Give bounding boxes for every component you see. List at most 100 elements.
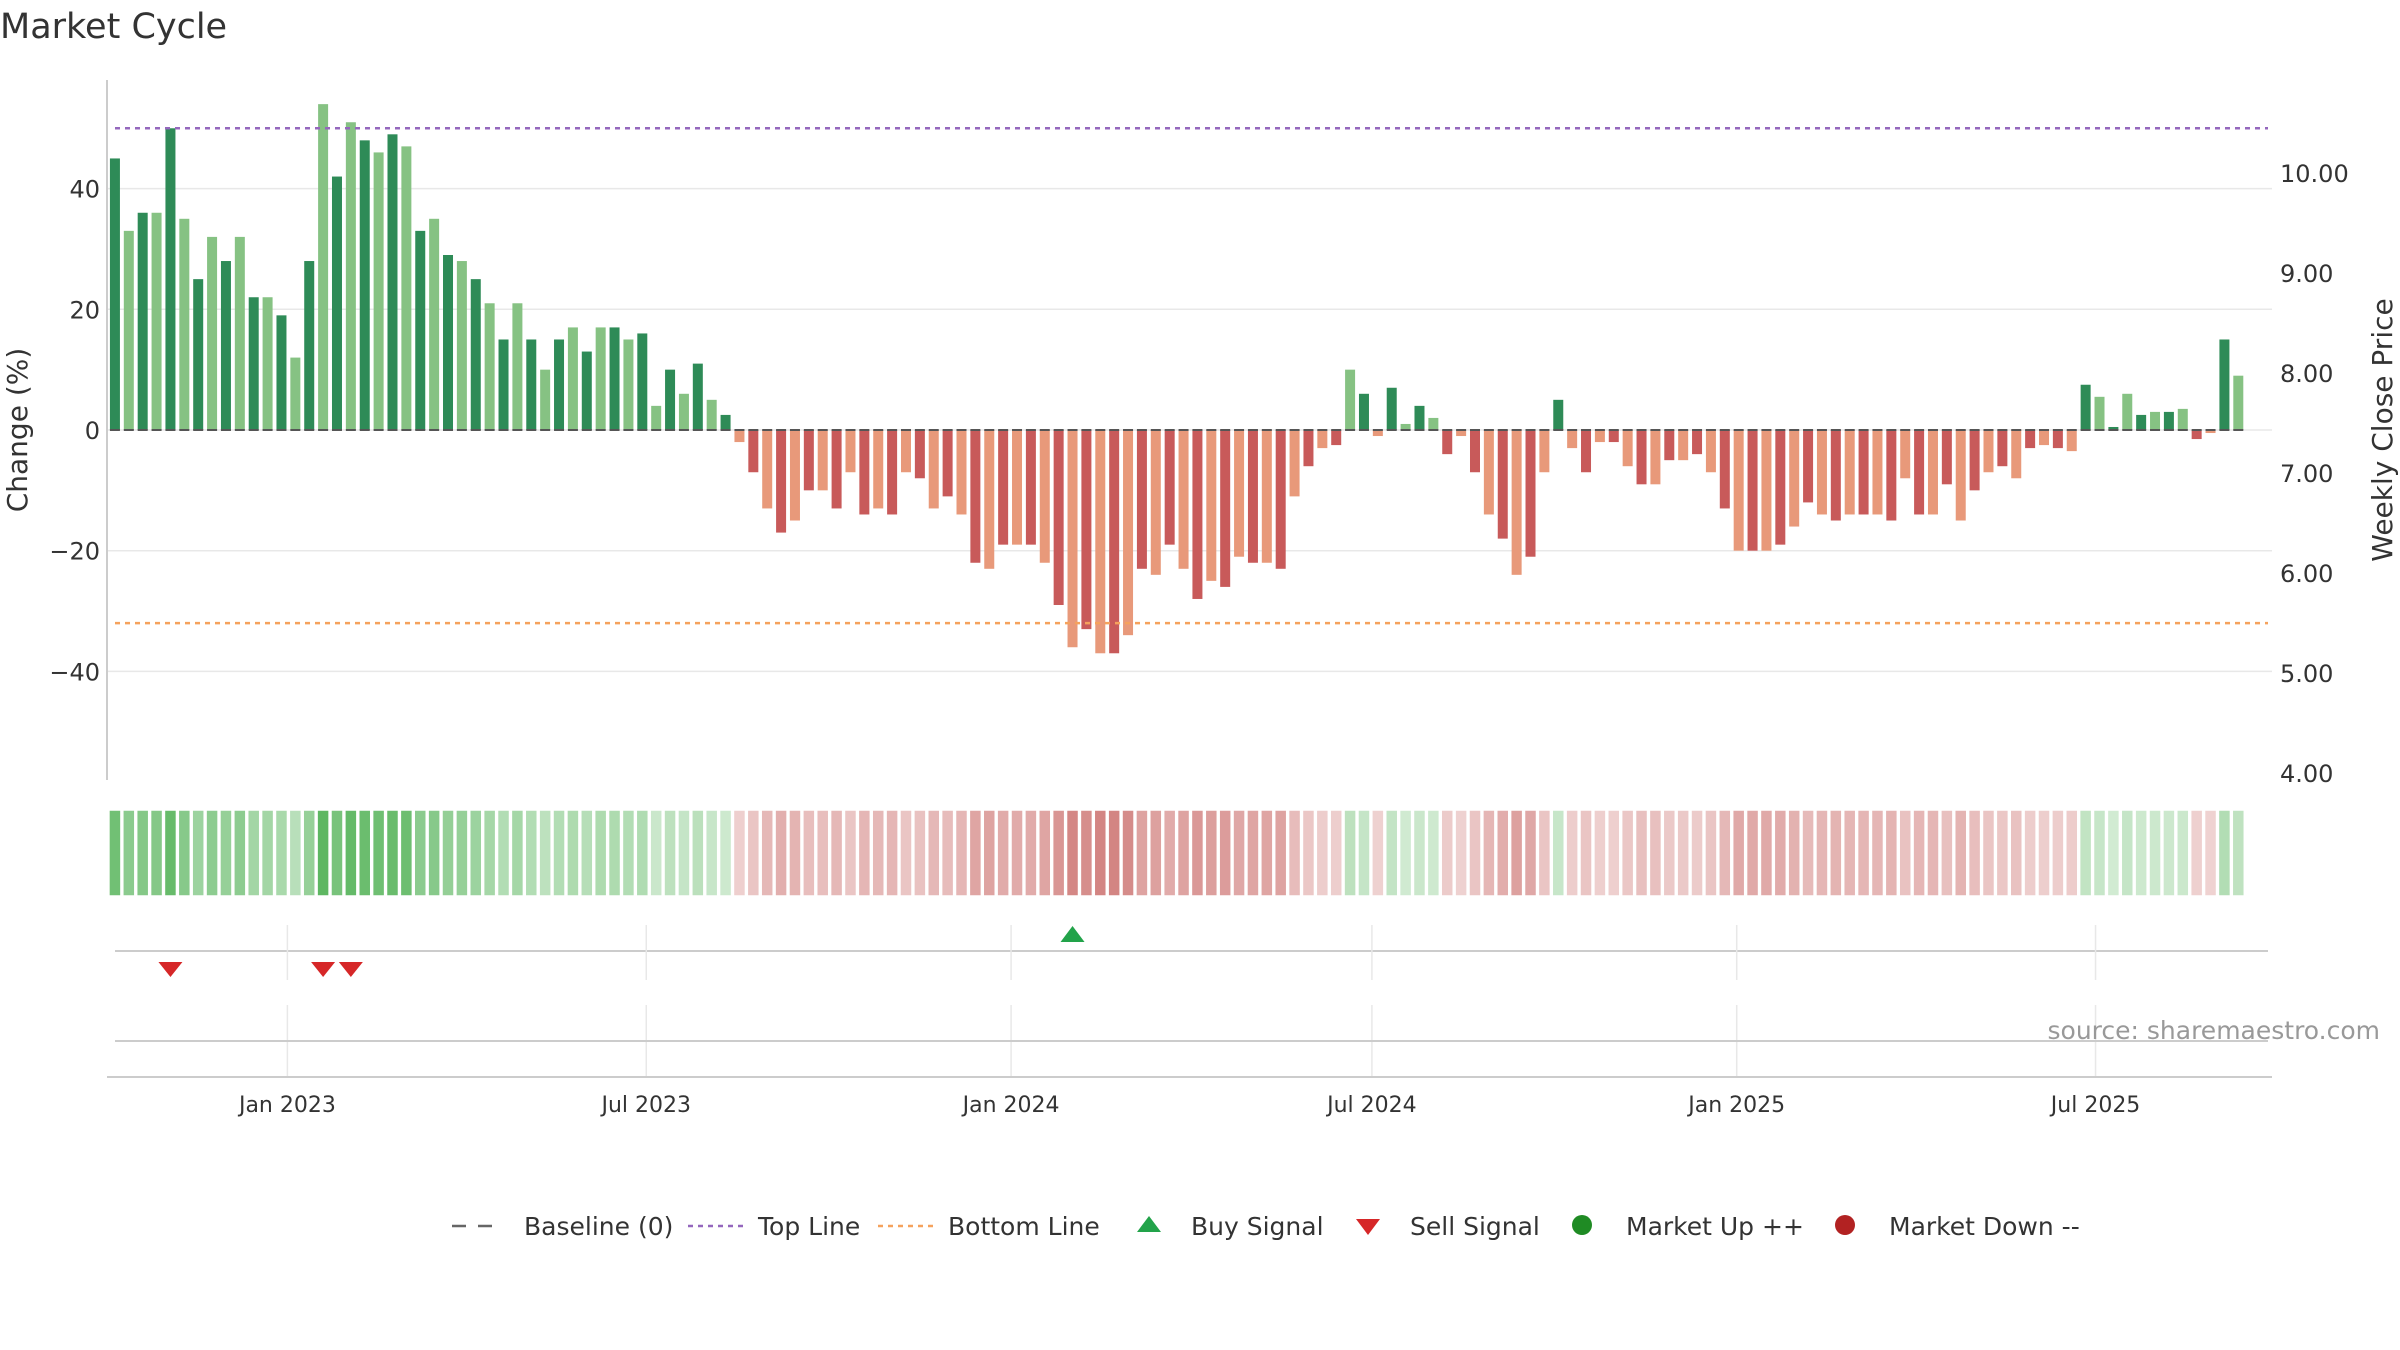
bar-base-tick bbox=[776, 429, 787, 431]
bar-base-tick bbox=[2025, 429, 2036, 431]
bar-base-tick bbox=[942, 429, 953, 431]
change-bar bbox=[1303, 430, 1314, 467]
change-bar bbox=[1789, 430, 1800, 527]
change-bar bbox=[942, 430, 953, 497]
strip-cell bbox=[954, 809, 969, 897]
change-bar bbox=[1941, 430, 1952, 485]
strip-cell bbox=[1856, 809, 1871, 897]
bar-base-tick bbox=[1178, 429, 1189, 431]
change-bar bbox=[443, 255, 454, 430]
signal-markers bbox=[158, 926, 1085, 977]
change-bar bbox=[789, 430, 800, 521]
strip-cell bbox=[2051, 809, 2065, 897]
right-tick-label: 9.00 bbox=[2280, 260, 2333, 288]
strip-cell bbox=[399, 809, 414, 897]
bar-base-tick bbox=[1608, 429, 1619, 431]
bar-base-tick bbox=[1123, 429, 1134, 431]
strip-cell bbox=[1565, 809, 1579, 897]
strip-cell bbox=[1940, 809, 1954, 897]
change-bar bbox=[1622, 430, 1633, 467]
bar-base-tick bbox=[429, 429, 440, 431]
bar-base-tick bbox=[2066, 429, 2077, 431]
strip-cell bbox=[1190, 809, 1205, 897]
bar-base-tick bbox=[998, 429, 1009, 431]
change-bar bbox=[1109, 430, 1120, 654]
strip-cell bbox=[899, 809, 913, 897]
change-bar bbox=[970, 430, 981, 563]
change-bar bbox=[2233, 375, 2244, 430]
change-bar bbox=[900, 430, 911, 473]
bar-base-tick bbox=[1081, 429, 1092, 431]
bar-base-tick bbox=[1289, 429, 1300, 431]
bar-base-tick bbox=[1039, 429, 1050, 431]
right-axis-title: Weekly Close Price bbox=[2366, 298, 2399, 561]
change-bar bbox=[1025, 430, 1036, 545]
bar-base-tick bbox=[1150, 429, 1161, 431]
strip-cell bbox=[163, 809, 178, 897]
strip-cell bbox=[1593, 809, 1607, 897]
strip-cell bbox=[829, 809, 844, 897]
change-bar bbox=[193, 279, 204, 430]
change-bar bbox=[1178, 430, 1189, 569]
change-bar bbox=[331, 176, 342, 430]
strip-cell bbox=[246, 809, 261, 897]
bar-base-tick bbox=[2191, 429, 2202, 431]
change-bar bbox=[1969, 430, 1980, 491]
change-bar bbox=[304, 261, 315, 430]
bar-base-tick bbox=[304, 429, 315, 431]
change-bar bbox=[1997, 430, 2008, 467]
strip-cell bbox=[1579, 809, 1593, 897]
strip-cell bbox=[996, 809, 1010, 897]
bar-base-tick bbox=[498, 429, 509, 431]
legend-swatch bbox=[1835, 1215, 1855, 1235]
change-bar bbox=[1372, 430, 1383, 437]
change-bars bbox=[109, 104, 2244, 654]
buy-signal-marker bbox=[1060, 926, 1085, 942]
bar-base-tick bbox=[220, 429, 231, 431]
bar-base-tick bbox=[1220, 429, 1231, 431]
strip-cell bbox=[1662, 809, 1677, 897]
change-bar bbox=[1192, 430, 1203, 599]
x-axis-ticks: Jan 2023 Jul 2023 Jan 2024 Jul 2024 Jan 2025… bbox=[237, 1093, 2140, 1118]
change-bar bbox=[1830, 430, 1841, 521]
bar-base-tick bbox=[637, 429, 648, 431]
bar-base-tick bbox=[165, 429, 176, 431]
change-bar bbox=[498, 339, 509, 430]
change-bar bbox=[914, 430, 925, 479]
strip-cell bbox=[1537, 809, 1552, 897]
strip-cell bbox=[732, 809, 747, 897]
bar-base-tick bbox=[234, 429, 245, 431]
left-axis-title: Change (%) bbox=[1, 348, 34, 513]
bar-base-tick bbox=[1886, 429, 1897, 431]
change-bar bbox=[345, 122, 356, 430]
bar-base-tick bbox=[1636, 429, 1647, 431]
bar-base-tick bbox=[1483, 429, 1494, 431]
change-bar bbox=[1636, 430, 1647, 485]
legend-label: Baseline (0) bbox=[524, 1212, 673, 1241]
change-bar bbox=[1594, 430, 1605, 443]
bar-base-tick bbox=[1164, 429, 1175, 431]
strip-cell bbox=[1953, 809, 1968, 897]
bar-base-tick bbox=[651, 429, 662, 431]
change-bar bbox=[109, 158, 120, 430]
strip-cell bbox=[1315, 809, 1330, 897]
strip-cell bbox=[1176, 809, 1191, 897]
change-bar bbox=[1095, 430, 1106, 654]
change-bar bbox=[1567, 430, 1578, 449]
strip-cell bbox=[135, 809, 150, 897]
bar-base-tick bbox=[1553, 429, 1564, 431]
change-bar bbox=[2094, 396, 2105, 430]
bar-base-tick bbox=[1622, 429, 1633, 431]
strip-cell bbox=[177, 809, 192, 897]
bar-base-tick bbox=[706, 429, 717, 431]
change-bar bbox=[1705, 430, 1716, 473]
strip-cell bbox=[1967, 809, 1982, 897]
bar-base-tick bbox=[2150, 429, 2161, 431]
change-bar bbox=[1747, 430, 1758, 551]
change-bar bbox=[2219, 339, 2230, 430]
strip-cell bbox=[1384, 809, 1399, 897]
bar-base-tick bbox=[2122, 429, 2133, 431]
change-bar bbox=[692, 363, 703, 430]
bar-base-tick bbox=[762, 429, 773, 431]
